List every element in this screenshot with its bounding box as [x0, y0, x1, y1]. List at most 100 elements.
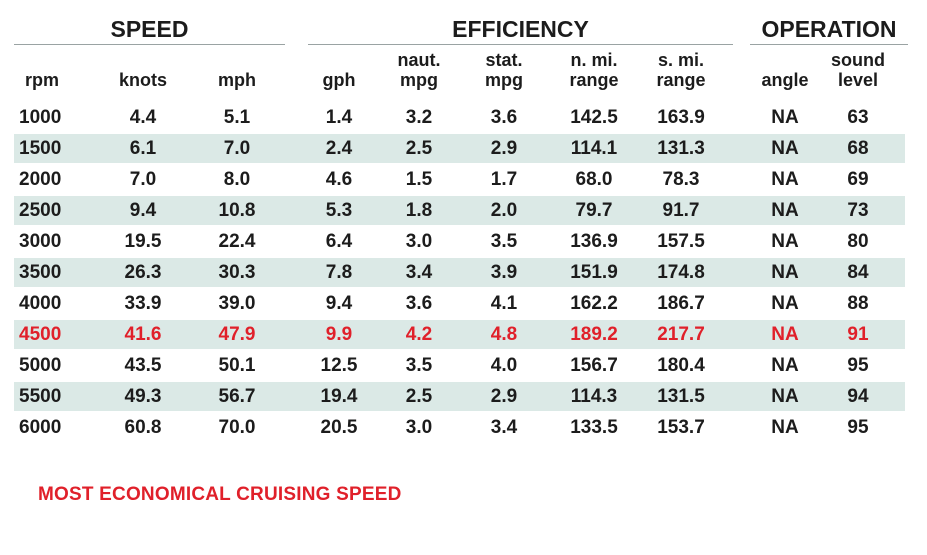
cell-gph: 19.4: [320, 386, 358, 407]
column-header-line2: range: [569, 70, 619, 90]
column-header-naut-mpg: naut. mpg: [379, 50, 459, 90]
cell-sound-level: 69: [847, 169, 869, 190]
table-row-rpm-4500: 4500 41.6 47.9 9.9 4.2 4.8 189.2 217.7 NA 91: [0, 319, 927, 350]
cell-gph: 9.9: [325, 324, 353, 345]
cell-angle: NA: [771, 262, 799, 283]
cell-mph: 30.3: [218, 262, 256, 283]
table-row-rpm-2000: 2000 7.0 8.0 4.6 1.5 1.7 68.0 78.3 NA 69: [0, 164, 927, 195]
column-header-mph: mph: [197, 50, 277, 90]
column-header-line2: mpg: [400, 70, 438, 90]
cell-stat-mpg: 3.5: [490, 231, 518, 252]
cell-angle: NA: [771, 293, 799, 314]
cell-s-mi-range: 217.7: [657, 324, 705, 345]
cell-mph: 10.8: [218, 200, 256, 221]
cell-s-mi-range: 131.5: [657, 386, 705, 407]
column-header-line1: [299, 50, 379, 70]
cell-sound-level: 68: [847, 138, 869, 159]
cell-rpm: 3500: [19, 262, 62, 283]
cell-gph: 5.3: [325, 200, 353, 221]
column-header-line1: stat.: [485, 50, 523, 70]
table-row-rpm-3000: 3000 19.5 22.4 6.4 3.0 3.5 136.9 157.5 NA 80: [0, 226, 927, 257]
table-body: 1000 4.4 5.1 1.4 3.2 3.6 142.5 163.9 NA 63 1500 6.1…: [0, 102, 927, 443]
cell-n-mi-range: 114.1: [570, 138, 618, 159]
cell-stat-mpg: 3.6: [490, 107, 518, 128]
table-row-rpm-6000: 6000 60.8 70.0 20.5 3.0 3.4 133.5 153.7 NA 95: [0, 412, 927, 443]
group-title-speed: SPEED: [110, 16, 189, 42]
cell-mph: 70.0: [218, 417, 256, 438]
cell-stat-mpg: 2.9: [490, 138, 518, 159]
cell-knots: 26.3: [124, 262, 162, 283]
cell-angle: NA: [771, 169, 799, 190]
cell-gph: 12.5: [320, 355, 358, 376]
cell-angle: NA: [771, 200, 799, 221]
group-rule-efficiency: [308, 44, 733, 45]
cell-sound-level: 91: [847, 324, 869, 345]
column-header-line1: sound: [831, 50, 885, 70]
column-header-line1: [745, 50, 825, 70]
cell-sound-level: 94: [847, 386, 869, 407]
cell-gph: 20.5: [320, 417, 358, 438]
cell-rpm: 6000: [19, 417, 62, 438]
cell-stat-mpg: 4.0: [490, 355, 518, 376]
cell-gph: 4.6: [325, 169, 353, 190]
cell-sound-level: 63: [847, 107, 869, 128]
column-header-knots: knots: [103, 50, 183, 90]
cell-knots: 41.6: [124, 324, 162, 345]
cell-s-mi-range: 91.7: [662, 200, 700, 221]
cell-naut-mpg: 1.5: [405, 169, 433, 190]
cell-angle: NA: [771, 138, 799, 159]
column-header-line2: level: [837, 70, 879, 90]
cell-s-mi-range: 174.8: [657, 262, 705, 283]
cell-rpm: 4000: [19, 293, 62, 314]
column-header-line1: s. mi.: [657, 50, 705, 70]
cell-angle: NA: [771, 231, 799, 252]
cell-n-mi-range: 133.5: [570, 417, 618, 438]
cell-sound-level: 95: [847, 355, 869, 376]
cell-mph: 56.7: [218, 386, 256, 407]
cell-sound-level: 88: [847, 293, 869, 314]
table-row-rpm-2500: 2500 9.4 10.8 5.3 1.8 2.0 79.7 91.7 NA 73: [0, 195, 927, 226]
column-header-line1: n. mi.: [570, 50, 618, 70]
cell-mph: 50.1: [218, 355, 256, 376]
cell-s-mi-range: 131.3: [657, 138, 705, 159]
cell-knots: 49.3: [124, 386, 162, 407]
cell-knots: 6.1: [129, 138, 157, 159]
cell-rpm: 5500: [19, 386, 62, 407]
cell-naut-mpg: 3.0: [405, 417, 433, 438]
column-header-line2: knots: [118, 70, 167, 90]
cell-gph: 2.4: [325, 138, 353, 159]
cell-s-mi-range: 186.7: [657, 293, 705, 314]
cell-naut-mpg: 3.5: [405, 355, 433, 376]
cell-stat-mpg: 3.9: [490, 262, 518, 283]
group-rule-operation: [750, 44, 908, 45]
cell-naut-mpg: 4.2: [405, 324, 433, 345]
cell-gph: 7.8: [325, 262, 353, 283]
cell-naut-mpg: 2.5: [405, 386, 433, 407]
cell-s-mi-range: 153.7: [657, 417, 705, 438]
cell-s-mi-range: 157.5: [657, 231, 705, 252]
column-header-line2: range: [656, 70, 706, 90]
cell-stat-mpg: 1.7: [490, 169, 518, 190]
group-title-operation: OPERATION: [761, 16, 897, 42]
cell-mph: 8.0: [223, 169, 251, 190]
cell-knots: 33.9: [124, 293, 162, 314]
cell-n-mi-range: 79.7: [575, 200, 613, 221]
cell-stat-mpg: 2.9: [490, 386, 518, 407]
column-header-line2: angle: [761, 70, 809, 90]
cell-knots: 7.0: [129, 169, 157, 190]
column-header-s-mi-range: s. mi. range: [641, 50, 721, 90]
cell-knots: 9.4: [129, 200, 157, 221]
cell-n-mi-range: 68.0: [575, 169, 613, 190]
cell-stat-mpg: 4.8: [490, 324, 518, 345]
cell-naut-mpg: 3.6: [405, 293, 433, 314]
group-rule-speed: [14, 44, 285, 45]
cell-n-mi-range: 136.9: [570, 231, 618, 252]
cell-rpm: 3000: [19, 231, 62, 252]
group-title-efficiency: EFFICIENCY: [452, 16, 589, 42]
cell-rpm: 2500: [19, 200, 62, 221]
cell-angle: NA: [771, 324, 799, 345]
column-header-rpm: rpm: [2, 50, 82, 90]
column-header-line1: [103, 50, 183, 70]
cell-gph: 6.4: [325, 231, 353, 252]
table-row-rpm-5500: 5500 49.3 56.7 19.4 2.5 2.9 114.3 131.5 NA 94: [0, 381, 927, 412]
